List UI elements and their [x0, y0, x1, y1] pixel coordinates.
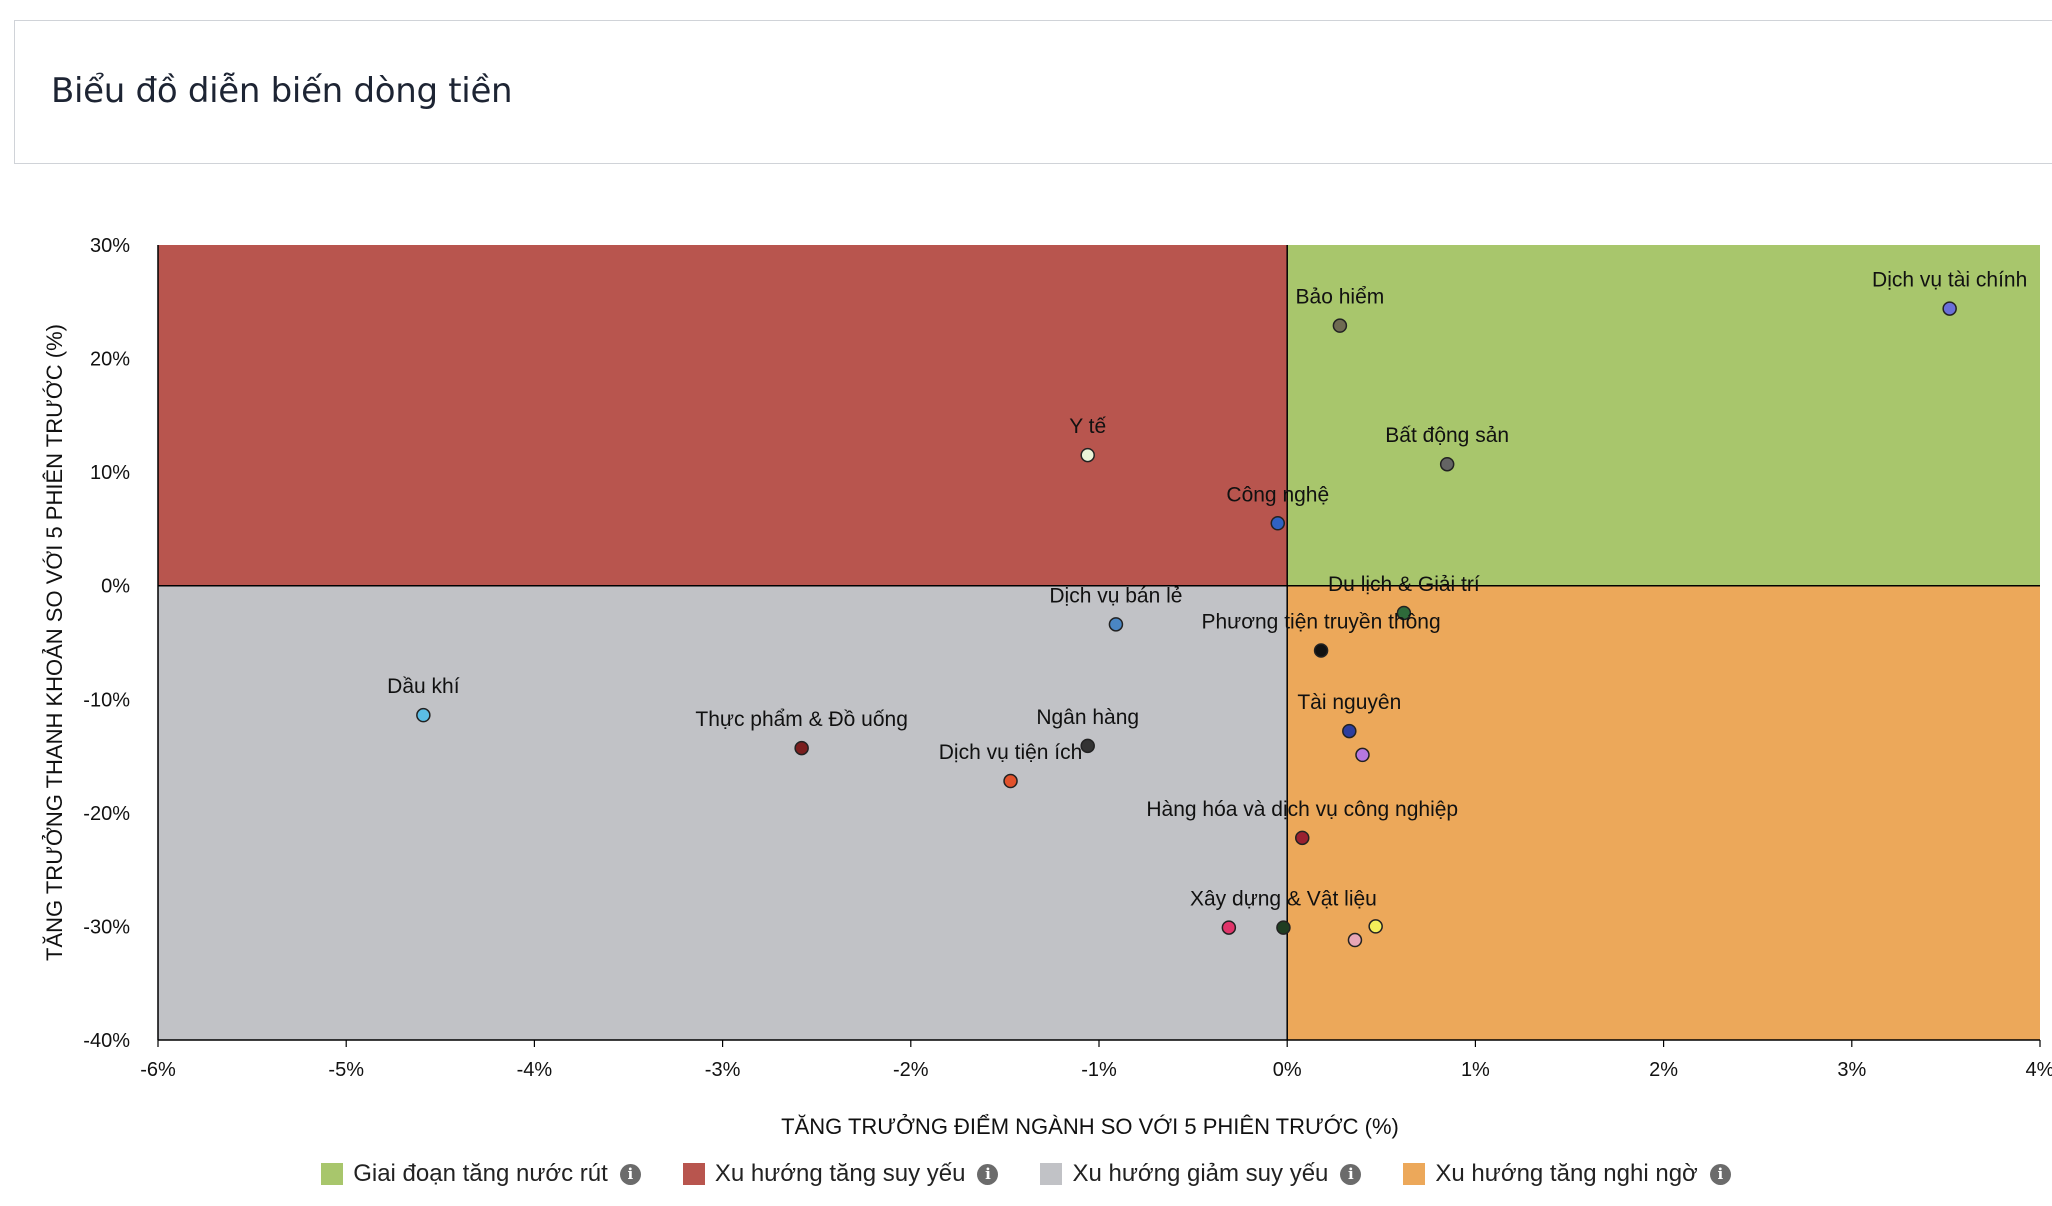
legend-label: Xu hướng tăng nghi ngờ [1435, 1160, 1698, 1187]
x-tick-label: 3% [1837, 1059, 1866, 1081]
data-point-label: Phương tiện truyền thông [1201, 610, 1440, 633]
data-point [794, 740, 809, 756]
axes: -6% -5% -4% -3% -2% -1% 0% 1% 2% 3% 4% 30% 20% 10% 0% -… [42, 235, 2052, 1139]
x-tick-label: -4% [517, 1059, 553, 1081]
data-point-label: Dịch vụ tài chính [1872, 269, 2027, 292]
data-point [1942, 301, 1957, 316]
data-point [1355, 747, 1370, 763]
x-tick-label: -1% [1081, 1059, 1117, 1081]
data-point-label: Dầu khí [387, 675, 460, 698]
data-point-label: Thực phẩm & Đồ uống [695, 708, 908, 731]
legend-item[interactable]: Xu hướng giảm suy yếu i [1040, 1160, 1362, 1188]
data-point-label: Dịch vụ bán lẻ [1049, 584, 1182, 607]
y-tick-label: 0% [101, 576, 130, 598]
data-point [1342, 723, 1357, 739]
quadrant-backgrounds [158, 245, 2040, 1040]
page-title: Biểu đồ diễn biến dòng tiền [51, 71, 513, 111]
data-point [1332, 318, 1348, 333]
chart-legend: Giai đoạn tăng nước rút i Xu hướng tăng su… [0, 1156, 2052, 1192]
legend-swatch [1040, 1163, 1063, 1185]
data-point [1221, 920, 1237, 935]
data-point-label: Tài nguyên [1297, 691, 1401, 714]
y-tick-label: 10% [90, 462, 130, 484]
data-point [1368, 919, 1383, 934]
legend-swatch [321, 1163, 344, 1185]
x-tick-label: 2% [1649, 1059, 1678, 1081]
legend-label: Giai đoạn tăng nước rút [353, 1160, 608, 1187]
data-point [1080, 738, 1095, 754]
y-tick-label: 30% [90, 235, 130, 257]
legend-item[interactable]: Xu hướng tăng suy yếu i [682, 1160, 999, 1188]
info-icon[interactable]: i [1709, 1163, 1731, 1185]
data-point [1396, 605, 1412, 621]
x-tick-label: -6% [140, 1059, 176, 1081]
x-axis-title: TĂNG TRƯỞNG ĐIỂM NGÀNH SO VỚI 5 PHIÊN TR… [781, 1114, 1399, 1139]
quadrant-top-left [158, 245, 1288, 586]
data-point-label: Y tế [1069, 415, 1106, 438]
point-labels: Dịch vụ tài chính Bảo hiểm Bất động sản Y t… [387, 269, 2027, 911]
x-tick-label: -5% [328, 1059, 364, 1081]
data-point-label: Xây dựng & Vật liệu [1190, 888, 1377, 911]
data-point [1003, 773, 1018, 789]
quadrant-bottom-right [1287, 585, 2040, 1040]
y-tick-label: -30% [83, 916, 130, 938]
data-point-label: Hàng hóa và dịch vụ công nghiệp [1146, 798, 1458, 821]
legend-label: Xu hướng giảm suy yếu [1072, 1160, 1329, 1187]
y-tick-label: -20% [83, 803, 130, 825]
data-point-label: Du lịch & Giải trí [1328, 573, 1480, 596]
x-tick-label: 4% [2026, 1059, 2052, 1081]
info-icon[interactable]: i [1340, 1163, 1362, 1185]
legend-label: Xu hướng tăng suy yếu [714, 1160, 966, 1187]
x-tick-label: -2% [893, 1059, 929, 1081]
data-points [416, 301, 1957, 948]
quadrant-bottom-left [158, 585, 1288, 1040]
quadrant-scatter-chart: -6% -5% -4% -3% -2% -1% 0% 1% 2% 3% 4% 30% 20% 10% 0% -… [42, 235, 2052, 1139]
legend-swatch [1403, 1163, 1426, 1185]
data-point [1347, 932, 1363, 948]
legend-item[interactable]: Giai đoạn tăng nước rút i [321, 1160, 641, 1188]
data-point-label: Công nghệ [1226, 483, 1329, 506]
info-icon[interactable]: i [977, 1163, 999, 1185]
legend-swatch [682, 1163, 705, 1185]
data-point-label: Ngân hàng [1036, 706, 1139, 729]
data-point [416, 707, 431, 723]
y-tick-label: -40% [83, 1030, 130, 1052]
data-point [1439, 456, 1455, 472]
title-card: Biểu đồ diễn biến dòng tiền [14, 20, 2052, 164]
data-point-label: Bảo hiểm [1296, 286, 1385, 309]
y-tick-label: -10% [83, 689, 130, 711]
x-tick-label: -3% [705, 1059, 741, 1081]
data-point-label: Dịch vụ tiện ích [939, 741, 1083, 764]
data-point [1295, 830, 1310, 846]
data-point-label: Bất động sản [1385, 424, 1509, 447]
data-point [1080, 447, 1095, 463]
x-tick-label: 0% [1273, 1059, 1302, 1081]
data-point [1108, 617, 1124, 632]
y-axis-title: TĂNG TRƯỞNG THANH KHOẢN SO VỚI 5 PHIÊN T… [42, 324, 67, 961]
data-point [1276, 920, 1291, 935]
x-tick-label: 1% [1461, 1059, 1490, 1081]
quadrant-top-right [1287, 245, 2040, 586]
legend-item[interactable]: Xu hướng tăng nghi ngờ i [1403, 1160, 1731, 1188]
info-icon[interactable]: i [619, 1163, 641, 1185]
data-point [1270, 516, 1286, 531]
y-tick-label: 20% [90, 349, 130, 371]
data-point [1313, 643, 1329, 658]
